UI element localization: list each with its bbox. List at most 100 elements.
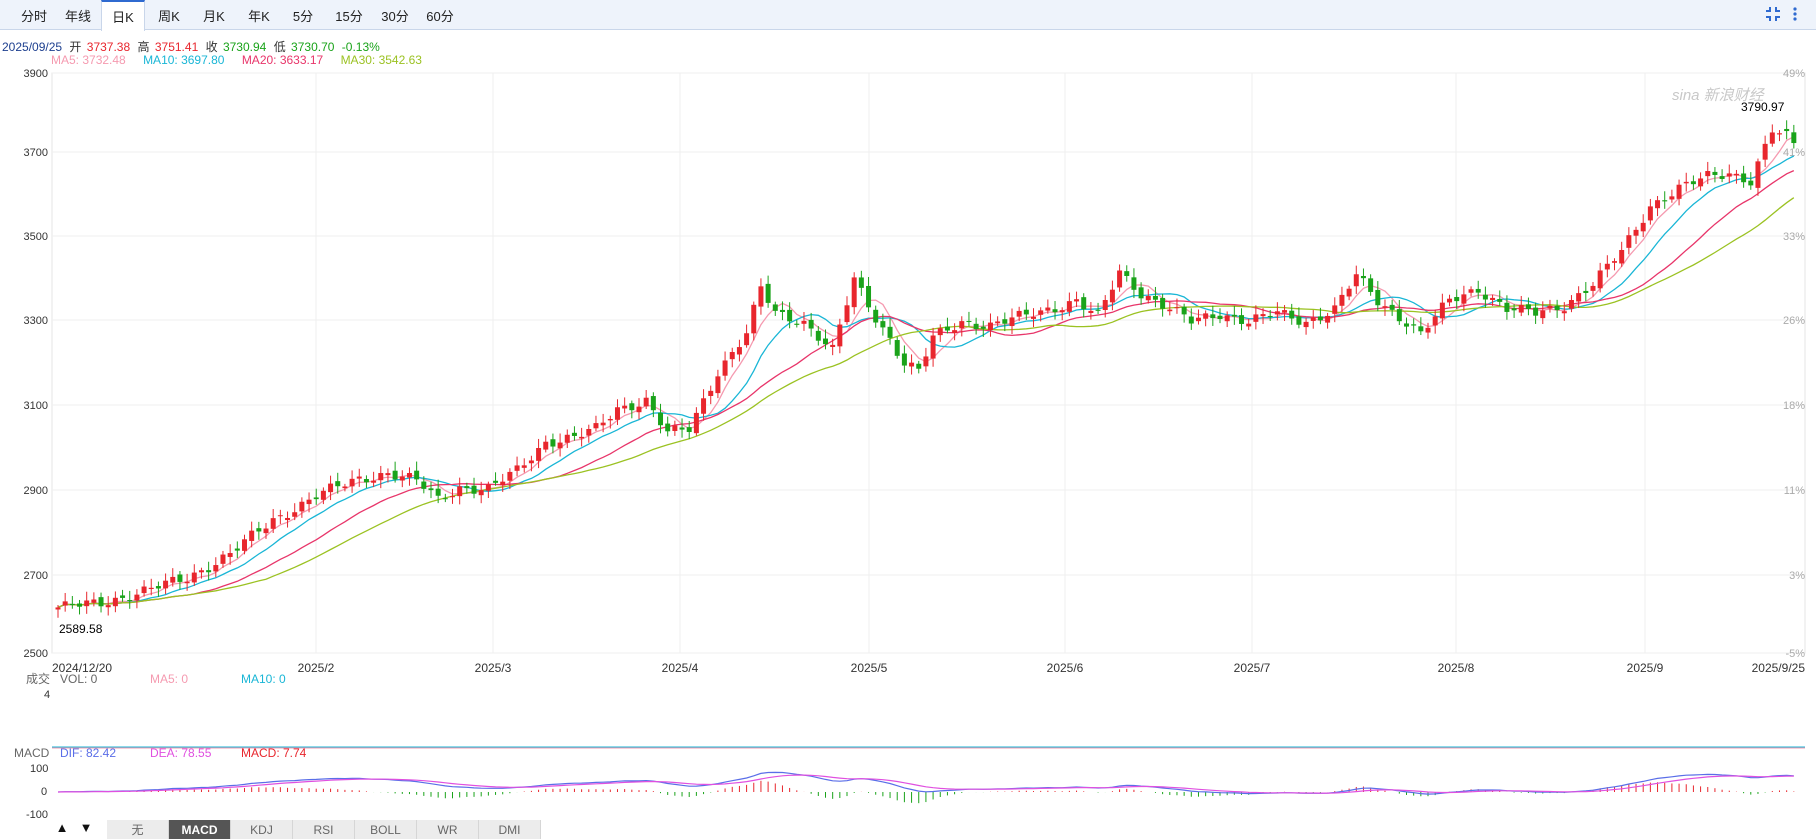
candle-body — [1239, 315, 1245, 324]
tab-minute[interactable]: 分时 — [20, 9, 47, 24]
candle-body — [1554, 305, 1560, 311]
candle-body — [1454, 297, 1460, 302]
candle-body — [987, 322, 993, 331]
indicator-wr[interactable]: WR — [417, 820, 479, 839]
candle-body — [1296, 316, 1302, 325]
candle-body — [1669, 196, 1675, 200]
candle-body — [1525, 304, 1531, 309]
candle-body — [1002, 319, 1008, 324]
indicator-macd[interactable]: MACD — [169, 820, 231, 839]
candle-body — [794, 323, 800, 325]
candle-body — [435, 488, 441, 496]
sina-watermark: sina 新浪财经 — [1672, 87, 1766, 104]
candle-body — [1152, 295, 1158, 300]
candle-body — [1741, 173, 1747, 183]
candle-body — [1447, 298, 1453, 303]
candle-body — [1748, 180, 1754, 186]
tab-yearly-k[interactable]: 年K — [248, 9, 270, 24]
candle-body — [701, 398, 707, 414]
candle-body — [112, 597, 118, 607]
candle-body — [1396, 309, 1402, 322]
candle-body — [392, 470, 398, 480]
fullscreen-exit-icon[interactable] — [1763, 4, 1783, 24]
candle-body — [220, 554, 226, 564]
candle-body — [629, 403, 635, 411]
candle-body — [1511, 308, 1517, 311]
candle-body — [937, 328, 943, 336]
tab-weekly-k[interactable]: 周K — [158, 9, 180, 24]
candle-body — [313, 497, 319, 500]
ma30-legend: MA30: 3542.63 — [340, 53, 422, 67]
plot-frame — [51, 72, 1806, 654]
candle-body — [98, 597, 104, 607]
candle-body — [1217, 315, 1223, 320]
indicator-none[interactable]: 无 — [107, 820, 169, 839]
candle-body — [980, 326, 986, 329]
down-arrow-button[interactable]: ▼ — [79, 820, 93, 835]
candle-body — [478, 490, 484, 496]
y-tick-label: 2900 — [24, 485, 48, 497]
low-label: 低 — [273, 40, 286, 54]
y-tick-label: 3100 — [24, 400, 48, 412]
indicator-kdj[interactable]: KDJ — [231, 820, 293, 839]
candle-body — [1059, 310, 1065, 313]
candle-body — [966, 320, 972, 322]
x-tick-label: 2025/9/25 — [1752, 661, 1806, 675]
candle-body — [564, 434, 570, 443]
candle-body — [507, 471, 513, 481]
candle-body — [1475, 288, 1481, 293]
tab-30min[interactable]: 30分 — [381, 9, 409, 24]
candle-body — [1597, 270, 1603, 289]
candle-body — [342, 486, 348, 489]
y-right-tick-label: 33% — [1783, 231, 1805, 243]
candle-body — [1138, 287, 1144, 299]
candle-body — [1784, 128, 1790, 132]
indicator-bar: ▲ ▼ 无 MACD KDJ RSI BOLL WR DMI — [0, 818, 1816, 839]
candle-body — [916, 363, 922, 369]
candle-body — [658, 412, 664, 426]
candle-body — [715, 376, 721, 394]
more-vertical-icon[interactable] — [1789, 4, 1801, 24]
y-right-tick-label: 18% — [1783, 400, 1805, 412]
candle-body — [1533, 307, 1539, 316]
candle-body — [1626, 235, 1632, 248]
tab-year-line[interactable]: 年线 — [64, 9, 91, 24]
candle-body — [1425, 327, 1431, 333]
candle-body — [1310, 317, 1316, 321]
ma5-line — [57, 136, 1795, 608]
candle-body — [722, 360, 728, 376]
candle-body — [1231, 314, 1237, 317]
candle-body — [909, 362, 915, 367]
macd-axis-top: 100 — [30, 763, 48, 775]
candle-body — [198, 570, 204, 573]
candle-body — [729, 352, 735, 360]
candle-body — [1726, 173, 1732, 177]
tab-60min[interactable]: 60分 — [426, 9, 454, 24]
candle-body — [256, 528, 262, 532]
tab-5min[interactable]: 5分 — [292, 9, 314, 24]
candle-body — [923, 356, 929, 367]
candle-body — [163, 580, 169, 589]
candle-body — [528, 460, 534, 464]
candle-body — [1490, 297, 1496, 300]
tab-15min[interactable]: 15分 — [335, 9, 363, 24]
candle-body — [959, 321, 965, 329]
tab-monthly-k[interactable]: 月K — [203, 9, 225, 24]
up-arrow-button[interactable]: ▲ — [55, 820, 69, 835]
indicator-dmi[interactable]: DMI — [479, 820, 541, 839]
candle-body — [1253, 314, 1259, 322]
candle-body — [1031, 316, 1037, 319]
y-tick-label: 2500 — [24, 648, 48, 660]
ma10-legend: MA10: 3697.80 — [143, 53, 225, 67]
candles — [55, 120, 1797, 618]
indicator-boll[interactable]: BOLL — [355, 820, 417, 839]
candle-body — [1468, 289, 1474, 293]
candle-body — [1640, 222, 1646, 232]
tab-daily-k[interactable]: 日K — [101, 0, 145, 31]
candle-body — [901, 353, 907, 366]
candle-body — [1124, 271, 1130, 276]
indicator-rsi[interactable]: RSI — [293, 820, 355, 839]
max-price-label: 3790.97 — [1741, 100, 1785, 114]
candle-body — [1683, 181, 1689, 184]
